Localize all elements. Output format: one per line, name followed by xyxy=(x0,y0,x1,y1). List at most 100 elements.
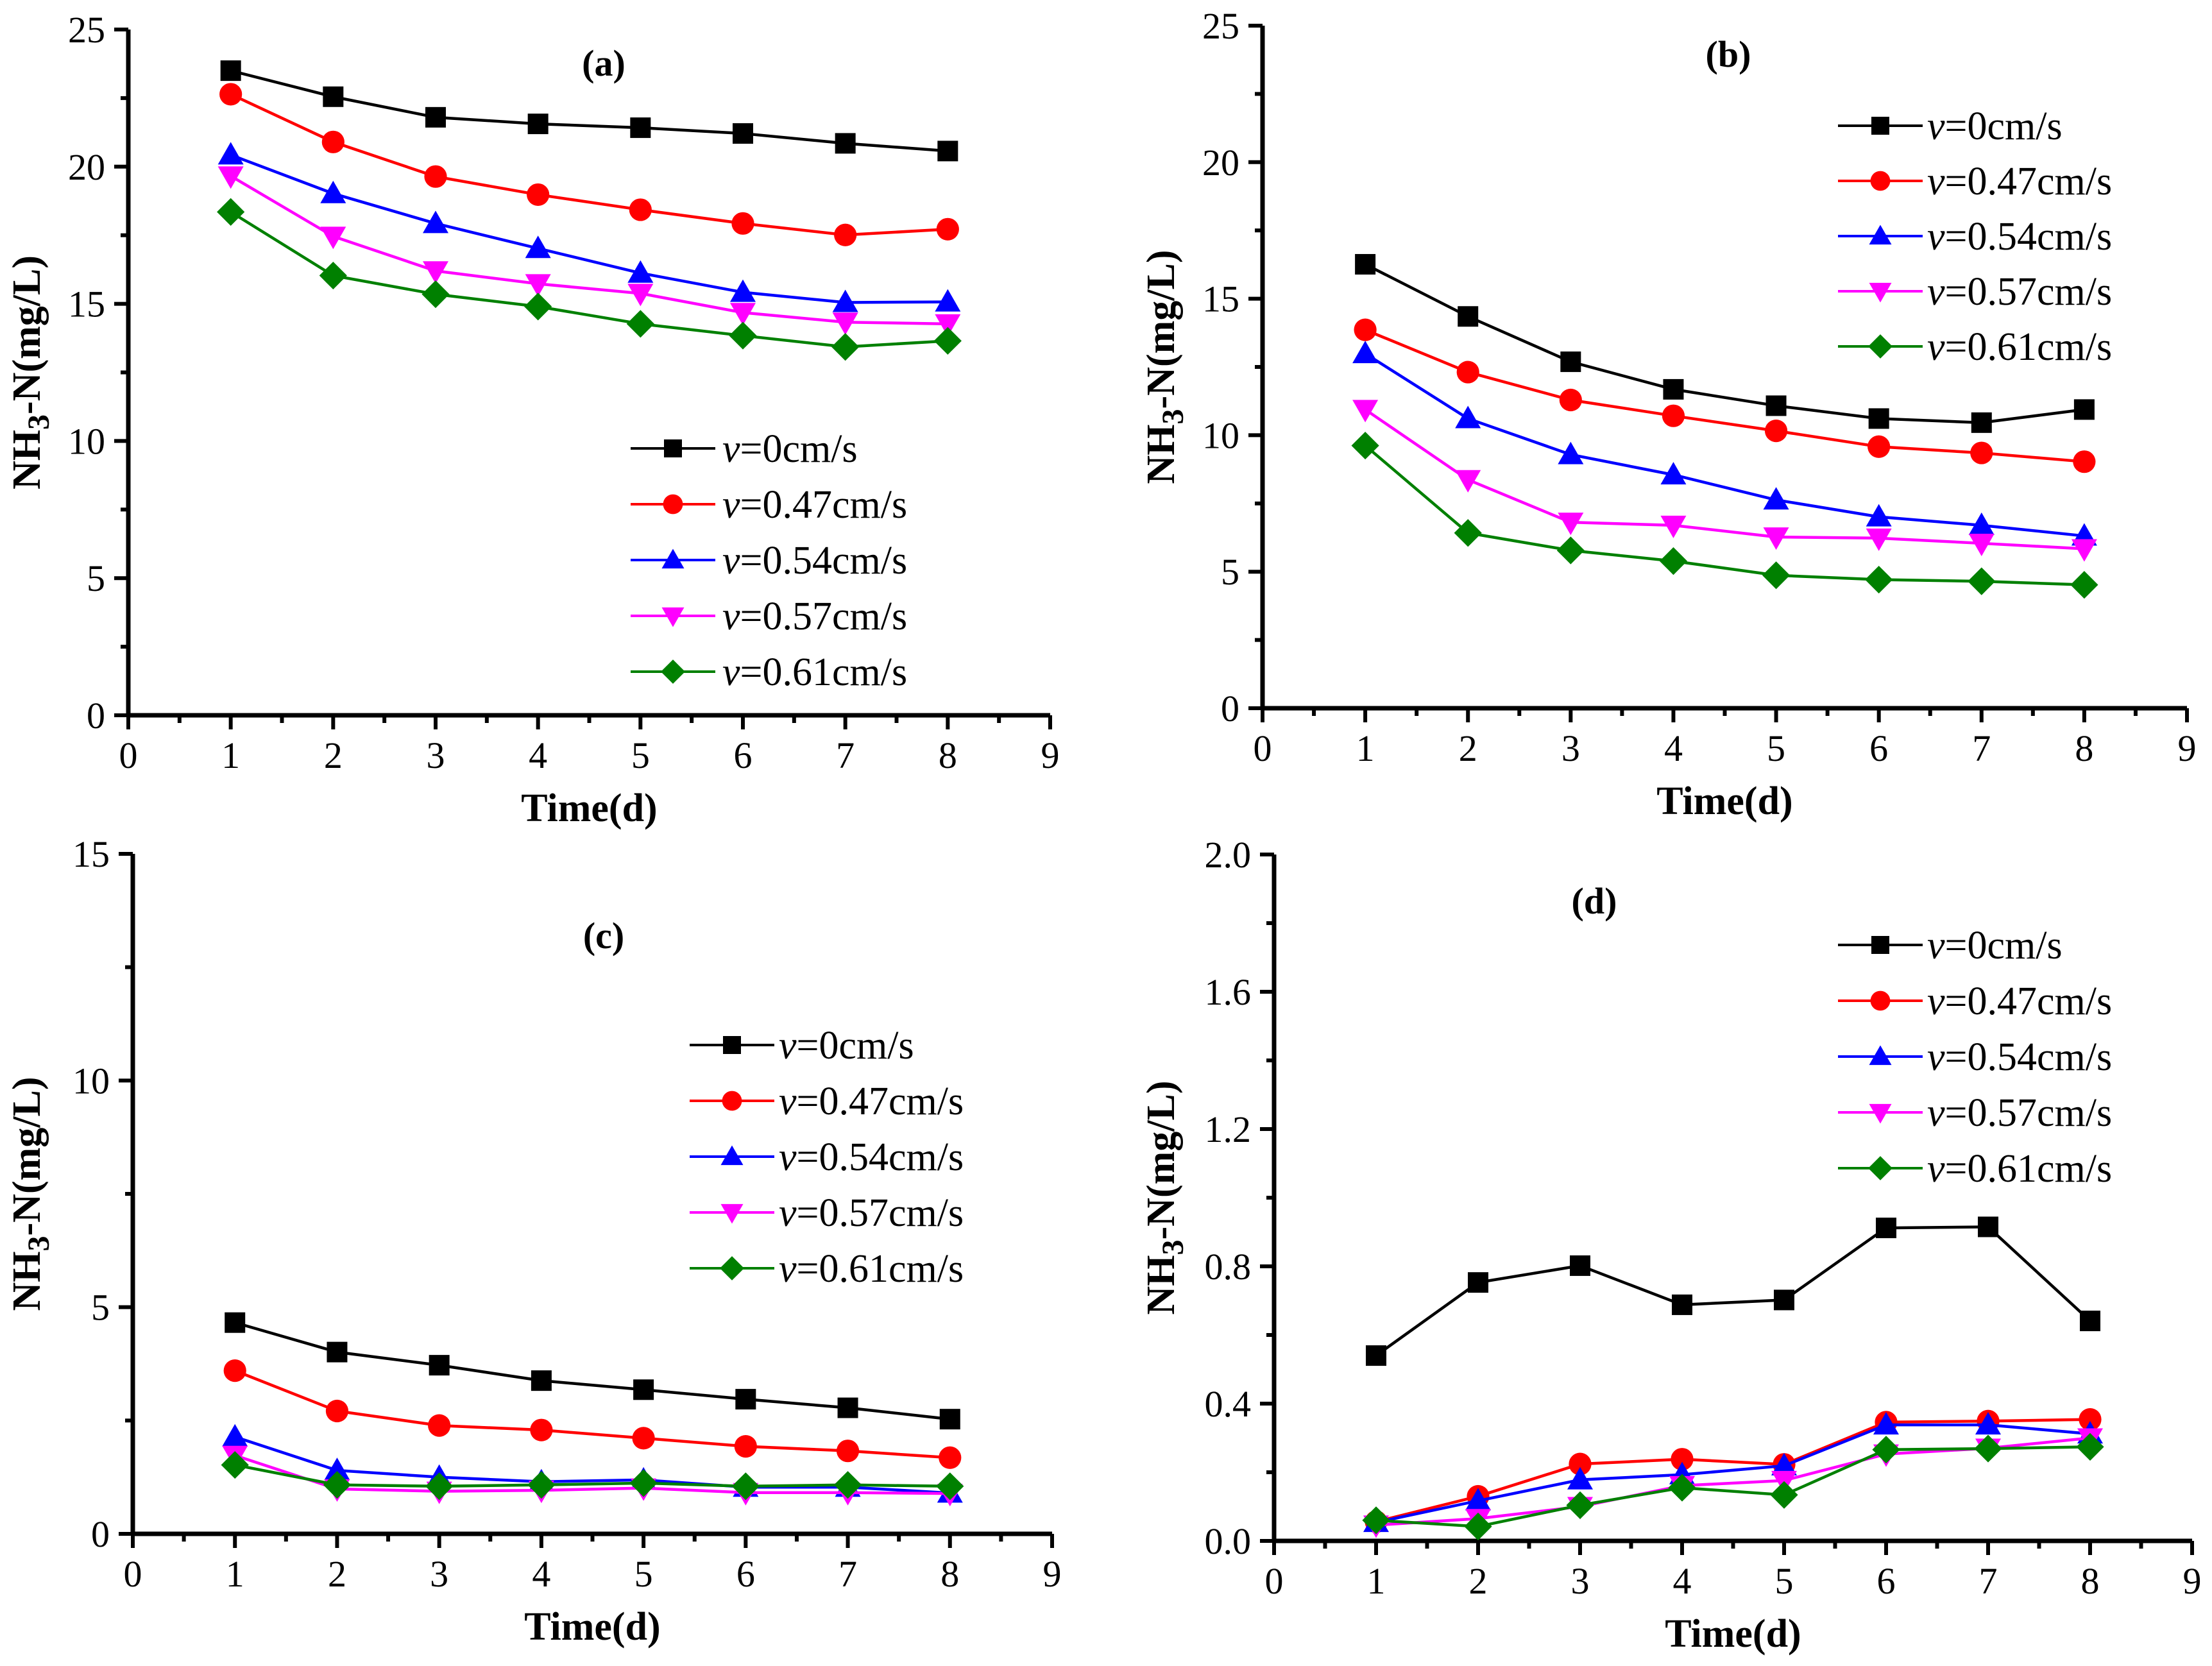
data-point-diamond xyxy=(1566,1491,1594,1519)
data-point-square xyxy=(1672,1294,1692,1315)
legend-label-value: =0.61cm/s xyxy=(740,650,908,694)
data-point-square xyxy=(630,117,651,139)
legend-label: v=0.54cm/s xyxy=(779,1135,964,1179)
legend-label-value: =0cm/s xyxy=(1945,105,2063,148)
data-point-diamond xyxy=(217,198,245,226)
legend-label-variable: v xyxy=(779,1080,797,1123)
data-point-circle xyxy=(1559,388,1582,412)
series-line xyxy=(1375,1423,2091,1524)
y-tick-label: 0 xyxy=(87,695,105,736)
series-v-0cm-s xyxy=(225,1312,960,1430)
legend-label-value: =0.57cm/s xyxy=(1945,270,2113,314)
legend-label-variable: v xyxy=(1927,105,1945,148)
legend-item: v=0.61cm/s xyxy=(1838,1147,2112,1191)
data-point-circle xyxy=(632,1427,655,1450)
y-axis-title-subscript: 3 xyxy=(1156,1239,1190,1255)
data-point-triangle-down xyxy=(2071,539,2097,562)
data-point-circle xyxy=(1662,404,1685,427)
y-axis-title-subscript: 3 xyxy=(22,414,56,430)
series-line xyxy=(1365,328,2085,463)
data-point-triangle-up xyxy=(525,235,551,259)
x-tick-label: 5 xyxy=(631,735,650,776)
data-point-triangle-down xyxy=(1660,515,1687,538)
y-tick-label: 25 xyxy=(1202,5,1239,47)
data-point-triangle-down xyxy=(1968,533,1995,556)
legend-label-variable: v xyxy=(722,427,740,471)
legend-label-variable: v xyxy=(779,1247,797,1291)
legend-label: v=0.57cm/s xyxy=(779,1191,964,1235)
data-point-square xyxy=(425,106,446,128)
data-point-triangle-up xyxy=(320,180,346,203)
legend-label-variable: v xyxy=(1927,1147,1945,1191)
legend-label-value: =0.57cm/s xyxy=(1945,1091,2113,1135)
legend-item: v=0.57cm/s xyxy=(1838,270,2112,314)
data-point-triangle-up xyxy=(222,1424,248,1447)
legend-item: v=0.57cm/s xyxy=(631,595,907,638)
y-axis-title-rest: -N(mg/L) xyxy=(5,255,49,414)
series-v-0-57cm-s xyxy=(1352,400,2097,562)
data-point-square xyxy=(1570,1255,1590,1276)
legend-item: v=0.54cm/s xyxy=(690,1135,964,1179)
panel-b: 0 1 2 3 4 5 6 7 8 90510152025Time(d)NH3-N(mg/L)(b… xyxy=(1139,5,2197,823)
data-point-square xyxy=(1366,1345,1386,1366)
data-point-square xyxy=(1868,408,1889,429)
x-axis-title: Time(d) xyxy=(1656,779,1792,823)
legend-item: v=0cm/s xyxy=(690,1024,914,1067)
data-point-diamond xyxy=(1668,1474,1696,1502)
legend-label: v=0.47cm/s xyxy=(722,483,907,527)
data-point-triangle-up xyxy=(1455,405,1481,429)
legend-marker-circle xyxy=(1870,171,1891,191)
legend-label-value: =0.61cm/s xyxy=(1945,1147,2113,1191)
x-axis-title: Time(d) xyxy=(521,786,657,830)
legend-item: v=0cm/s xyxy=(631,427,858,471)
data-point-diamond xyxy=(323,1471,352,1499)
x-tick-label: 0 xyxy=(1254,727,1272,769)
legend-label: v=0.57cm/s xyxy=(1927,1091,2112,1135)
data-point-triangle-down xyxy=(1558,513,1584,536)
legend-label: v=0cm/s xyxy=(722,427,858,471)
data-point-circle xyxy=(1569,1452,1592,1475)
x-tick-label: 6 xyxy=(1877,1560,1896,1602)
data-point-diamond xyxy=(1556,536,1585,565)
y-tick-label: 15 xyxy=(68,284,105,325)
series-line xyxy=(230,69,948,153)
data-point-diamond xyxy=(1770,1481,1798,1509)
data-point-circle xyxy=(530,1418,553,1441)
data-point-circle xyxy=(321,130,345,153)
y-axis-title: NH3-N(mg/L) xyxy=(1139,1081,1190,1315)
data-point-circle xyxy=(325,1399,349,1423)
series-line xyxy=(1375,1225,2091,1357)
x-tick-label: 2 xyxy=(324,735,343,776)
data-point-triangle-up xyxy=(1763,487,1789,510)
legend-label-value: =0.61cm/s xyxy=(797,1247,964,1291)
legend-marker-square xyxy=(664,439,682,457)
legend-marker-triangle-up xyxy=(1869,1045,1892,1066)
data-point-triangle-up xyxy=(1866,504,1892,527)
y-axis-title-rest: -N(mg/L) xyxy=(1139,250,1183,409)
series-line xyxy=(234,1454,950,1495)
series-line xyxy=(230,92,948,237)
y-tick-label: 5 xyxy=(91,1287,110,1329)
legend-label-variable: v xyxy=(1927,325,1945,369)
data-point-square xyxy=(835,133,856,154)
data-point-circle xyxy=(836,1440,860,1463)
y-tick-label: 20 xyxy=(1202,142,1239,183)
x-tick-label: 5 xyxy=(1775,1560,1794,1602)
x-tick-label: 0 xyxy=(1265,1560,1284,1602)
legend-label-value: =0.57cm/s xyxy=(740,595,908,638)
series-line xyxy=(230,153,948,304)
y-tick-label: 0 xyxy=(1221,688,1239,729)
x-tick-label: 8 xyxy=(939,735,957,776)
data-point-triangle-up xyxy=(1660,462,1687,485)
data-point-triangle-down xyxy=(1455,470,1481,493)
data-point-square xyxy=(1774,1289,1794,1311)
data-point-diamond xyxy=(933,327,962,355)
x-tick-label: 9 xyxy=(1041,735,1060,776)
legend-label-value: =0cm/s xyxy=(1945,924,2063,967)
legend-label-variable: v xyxy=(779,1135,797,1179)
data-point-triangle-down xyxy=(730,303,756,326)
data-point-square xyxy=(2073,399,2095,420)
x-tick-label: 6 xyxy=(736,1553,755,1595)
data-point-square xyxy=(323,86,344,107)
data-point-triangle-up xyxy=(423,210,448,234)
